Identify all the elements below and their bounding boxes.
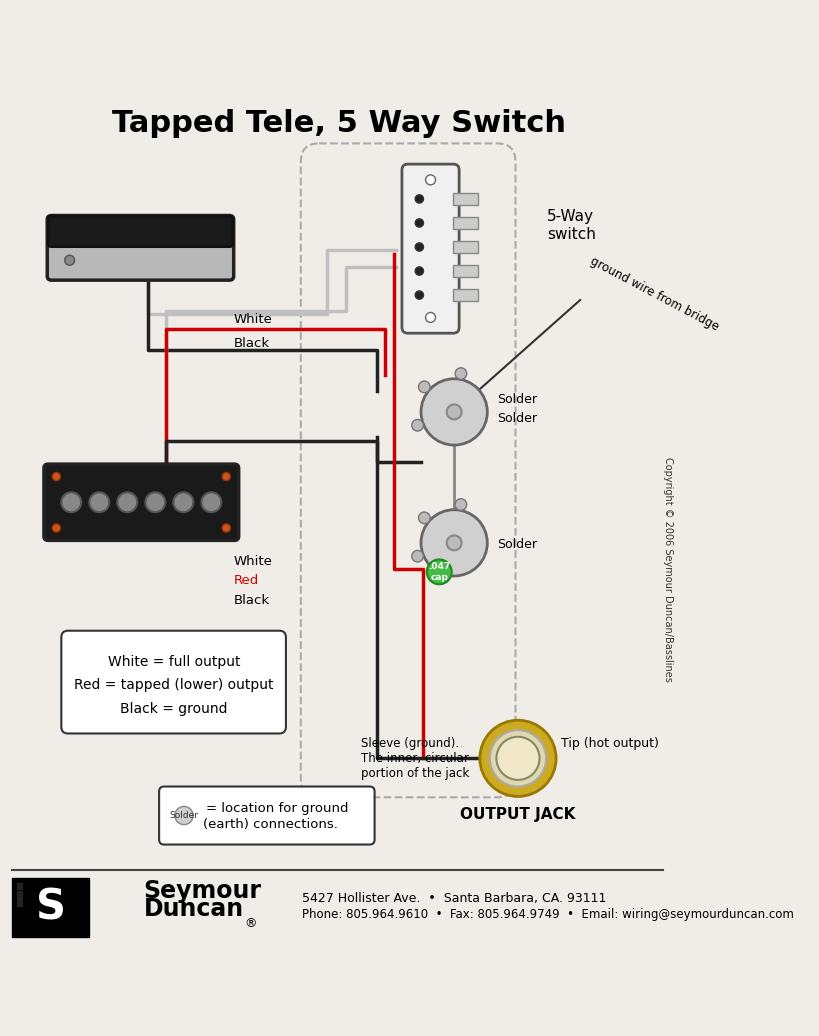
Circle shape [446, 404, 462, 420]
Text: Phone: 805.964.9610  •  Fax: 805.964.9749  •  Email: wiring@seymourduncan.com: Phone: 805.964.9610 • Fax: 805.964.9749 … [302, 909, 794, 921]
Circle shape [415, 291, 423, 299]
Bar [23, 881, 66, 938]
Circle shape [427, 559, 451, 584]
Circle shape [89, 492, 109, 512]
Bar [16, 883, 24, 889]
FancyBboxPatch shape [159, 786, 374, 844]
Text: Solder: Solder [497, 412, 537, 425]
Bar [42, 891, 49, 897]
Bar [25, 883, 32, 889]
Bar [42, 899, 49, 905]
Bar [25, 899, 32, 905]
FancyBboxPatch shape [44, 464, 238, 541]
Bar [12, 877, 88, 938]
Circle shape [490, 730, 546, 786]
Circle shape [52, 524, 61, 533]
Circle shape [412, 420, 423, 431]
FancyBboxPatch shape [48, 215, 233, 280]
Circle shape [415, 195, 423, 203]
Circle shape [201, 492, 221, 512]
FancyBboxPatch shape [402, 164, 459, 334]
Text: Black: Black [233, 338, 269, 350]
Text: White: White [233, 313, 273, 325]
Text: Red = tapped (lower) output: Red = tapped (lower) output [75, 679, 274, 692]
Text: 5-Way
switch: 5-Way switch [547, 209, 596, 241]
Circle shape [174, 492, 193, 512]
Circle shape [175, 806, 193, 825]
Text: OUTPUT JACK: OUTPUT JACK [460, 807, 576, 823]
Circle shape [419, 512, 430, 523]
Circle shape [61, 492, 81, 512]
Circle shape [426, 175, 436, 184]
Bar [33, 883, 41, 889]
Text: Red: Red [233, 575, 259, 587]
Circle shape [222, 472, 230, 481]
Bar [25, 891, 32, 897]
Text: Tapped Tele, 5 Way Switch: Tapped Tele, 5 Way Switch [112, 109, 566, 138]
FancyBboxPatch shape [61, 631, 286, 733]
FancyBboxPatch shape [48, 217, 233, 247]
Circle shape [421, 379, 487, 445]
Circle shape [496, 737, 540, 780]
Circle shape [412, 550, 423, 562]
Circle shape [446, 536, 462, 550]
Text: Tip (hot output): Tip (hot output) [561, 737, 659, 750]
Circle shape [52, 472, 61, 481]
Text: (earth) connections.: (earth) connections. [203, 818, 337, 831]
Text: .047
cap: .047 cap [428, 563, 450, 581]
Text: Sleeve (ground).
The inner, circular
portion of the jack: Sleeve (ground). The inner, circular por… [360, 737, 468, 780]
Circle shape [145, 492, 165, 512]
Circle shape [480, 720, 556, 797]
Text: Solder: Solder [497, 393, 537, 406]
Text: White: White [233, 554, 273, 568]
Bar [454, 193, 478, 205]
Circle shape [222, 524, 230, 533]
Circle shape [415, 219, 423, 227]
Bar [454, 265, 478, 277]
Bar [33, 891, 41, 897]
Text: Duncan: Duncan [143, 897, 243, 921]
Bar [16, 899, 24, 905]
Text: 5427 Hollister Ave.  •  Santa Barbara, CA. 93111: 5427 Hollister Ave. • Santa Barbara, CA.… [302, 892, 607, 904]
Circle shape [419, 381, 430, 393]
Circle shape [455, 368, 467, 379]
Text: Black: Black [233, 595, 269, 607]
Text: Copyright © 2006 Seymour Duncan/Basslines: Copyright © 2006 Seymour Duncan/Bassline… [663, 457, 673, 682]
Circle shape [117, 492, 138, 512]
Circle shape [415, 267, 423, 276]
Bar [454, 218, 478, 229]
Bar [42, 883, 49, 889]
Bar [454, 241, 478, 253]
Bar [33, 899, 41, 905]
Text: = location for ground: = location for ground [206, 802, 349, 814]
Circle shape [65, 255, 75, 265]
Text: ground wire from bridge: ground wire from bridge [588, 255, 722, 334]
Circle shape [455, 498, 467, 511]
Text: Black = ground: Black = ground [120, 701, 228, 716]
Circle shape [415, 242, 423, 251]
Text: ®: ® [245, 917, 257, 929]
Text: Seymour: Seymour [143, 879, 261, 903]
Circle shape [421, 510, 487, 576]
Text: White = full output: White = full output [108, 655, 240, 669]
Bar [454, 289, 478, 300]
Text: Solder: Solder [170, 811, 198, 821]
Circle shape [426, 313, 436, 322]
Bar [16, 891, 24, 897]
Text: Solder: Solder [497, 538, 537, 551]
Text: S: S [35, 887, 66, 928]
